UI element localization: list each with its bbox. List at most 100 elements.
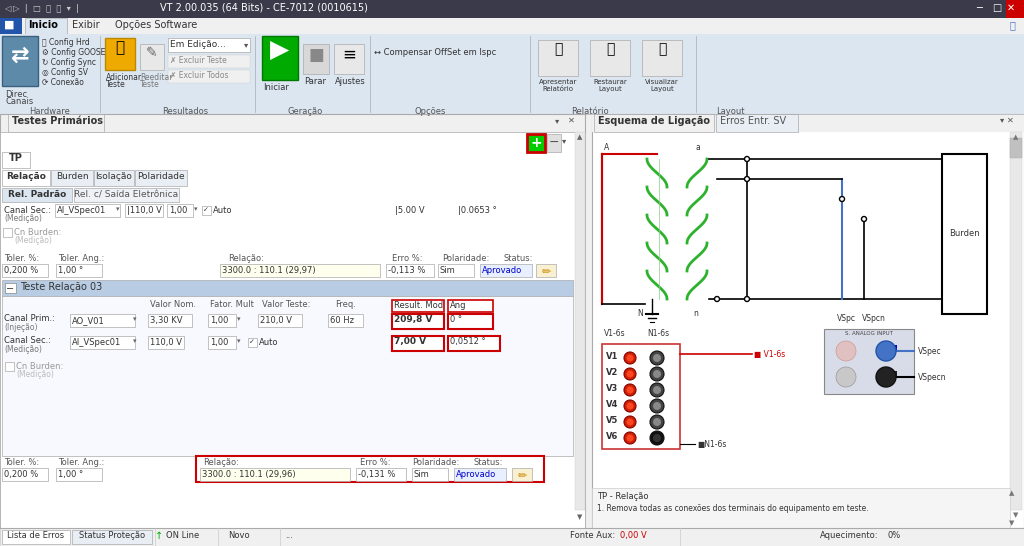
FancyBboxPatch shape [2,530,70,544]
FancyBboxPatch shape [449,336,500,351]
Text: ✗ Excluir Todos: ✗ Excluir Todos [170,71,228,80]
Text: ✕: ✕ [1007,3,1015,13]
Text: ◁ ▷  |  □  ⬜  💾  ▾  |: ◁ ▷ | □ ⬜ 💾 ▾ | [4,4,79,13]
Text: Ajustes: Ajustes [335,77,366,86]
FancyBboxPatch shape [202,206,211,215]
Text: 0,00 V: 0,00 V [620,531,647,540]
FancyBboxPatch shape [480,264,532,277]
Text: Relatório: Relatório [571,107,609,116]
Text: Novo: Novo [228,531,250,540]
Text: ▲: ▲ [1014,134,1019,140]
Circle shape [650,351,664,365]
Text: Valor Nom.: Valor Nom. [150,300,197,309]
Text: VSpec: VSpec [918,347,942,356]
FancyBboxPatch shape [0,0,1024,18]
FancyBboxPatch shape [140,44,164,70]
Text: Relação:: Relação: [203,458,239,467]
Text: 1. Remova todas as conexões dos terminais do equipamento em teste.: 1. Remova todas as conexões dos terminai… [597,504,868,513]
Text: Isolação: Isolação [95,172,132,181]
Text: Layout: Layout [650,86,674,92]
Text: ✓: ✓ [203,207,209,213]
Text: 1,00: 1,00 [169,206,187,215]
FancyBboxPatch shape [74,188,179,202]
Text: Apresentar: Apresentar [539,79,578,85]
Text: V6: V6 [606,432,618,441]
FancyBboxPatch shape [449,300,493,312]
FancyBboxPatch shape [5,362,14,371]
FancyBboxPatch shape [512,468,532,481]
Text: Aquecimento:: Aquecimento: [820,531,879,540]
Text: 🔧 Config Hrd: 🔧 Config Hrd [42,38,90,47]
FancyBboxPatch shape [2,296,573,456]
Text: Teste: Teste [106,80,126,89]
Circle shape [627,402,634,410]
FancyBboxPatch shape [70,336,135,349]
Text: 210,0 V: 210,0 V [260,316,292,325]
Text: Relação: Relação [6,172,46,181]
FancyBboxPatch shape [594,114,714,132]
Text: ▾: ▾ [555,116,559,125]
Circle shape [715,296,720,301]
Text: 3300.0 : 110.1 (29,96): 3300.0 : 110.1 (29,96) [202,470,296,479]
Text: Cn Burden:: Cn Burden: [14,228,61,237]
FancyBboxPatch shape [592,114,1024,132]
FancyBboxPatch shape [148,314,193,327]
Text: ▾: ▾ [6,20,9,26]
FancyBboxPatch shape [824,329,914,394]
Text: 1,00 °: 1,00 ° [58,470,83,479]
Text: VSpc: VSpc [837,314,856,323]
Text: Fonte Aux:: Fonte Aux: [570,531,615,540]
Text: Direc: Direc [5,90,27,99]
Text: Polaridade:: Polaridade: [442,254,489,263]
Text: 110,0 V: 110,0 V [150,338,182,347]
Text: 0 °: 0 ° [450,315,462,324]
Text: ▶: ▶ [270,38,290,62]
Text: ⚙ Config GOOSE: ⚙ Config GOOSE [42,48,105,57]
FancyBboxPatch shape [220,264,380,277]
Circle shape [650,367,664,381]
Text: Teste: Teste [140,80,160,89]
FancyBboxPatch shape [990,0,1006,18]
Text: Exibir: Exibir [72,20,99,30]
FancyBboxPatch shape [527,134,545,152]
FancyBboxPatch shape [51,170,93,186]
Text: Burden: Burden [55,172,88,181]
FancyBboxPatch shape [55,204,120,217]
Text: A: A [604,143,609,152]
Text: Polaridade:: Polaridade: [412,458,459,467]
Text: Sim: Sim [440,266,456,275]
Circle shape [624,416,636,428]
Text: (Medição): (Medição) [14,236,52,245]
Text: -0,131 %: -0,131 % [358,470,395,479]
Text: ■ V1-6s: ■ V1-6s [754,350,785,359]
Text: Toler. Ang.:: Toler. Ang.: [58,458,104,467]
Text: N: N [637,309,643,318]
Circle shape [653,386,662,394]
FancyBboxPatch shape [1006,0,1024,18]
Text: ⓘ: ⓘ [1010,20,1016,30]
Text: S. ANALOG INPUT: S. ANALOG INPUT [845,331,893,336]
Text: Canal Sec.:: Canal Sec.: [4,336,51,345]
FancyBboxPatch shape [148,336,184,349]
FancyBboxPatch shape [392,336,444,351]
FancyBboxPatch shape [716,114,798,132]
FancyBboxPatch shape [538,40,578,76]
Text: Sim: Sim [414,470,430,479]
FancyBboxPatch shape [2,188,72,202]
FancyBboxPatch shape [3,228,12,237]
Text: AO_V01: AO_V01 [72,316,104,325]
Text: Parar: Parar [304,77,326,86]
FancyBboxPatch shape [642,40,682,76]
FancyBboxPatch shape [25,18,67,34]
FancyBboxPatch shape [94,170,134,186]
Circle shape [876,341,896,361]
Text: Esquema de Ligação: Esquema de Ligação [598,116,710,126]
Text: 1,00 °: 1,00 ° [58,266,83,275]
Text: a: a [695,143,699,152]
Text: Adicionar: Adicionar [106,73,142,82]
FancyBboxPatch shape [262,36,298,80]
FancyBboxPatch shape [2,280,573,296]
Text: AI_VSpec01: AI_VSpec01 [57,206,106,215]
FancyBboxPatch shape [2,152,30,168]
FancyBboxPatch shape [334,44,364,74]
